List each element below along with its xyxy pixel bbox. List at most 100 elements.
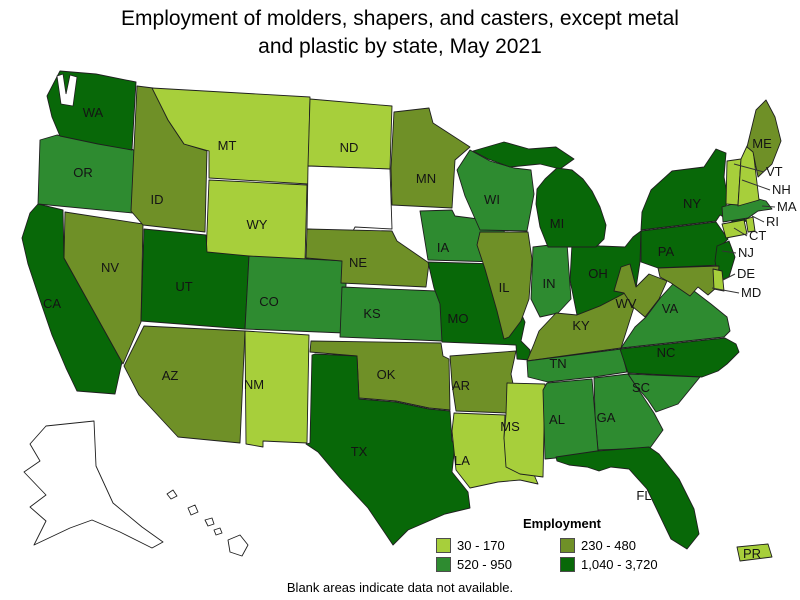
state-label-AL: AL (549, 412, 565, 427)
state-label-CA: CA (43, 296, 61, 311)
state-AZ (123, 325, 246, 444)
state-label-ME: ME (752, 136, 772, 151)
state-label-MI: MI (550, 216, 564, 231)
state-label-ND: ND (340, 140, 359, 155)
state-RI (745, 216, 756, 233)
state-label-PR: PR (743, 546, 761, 561)
state-HI (187, 504, 199, 516)
legend-label-3: 1,040 - 3,720 (581, 557, 658, 572)
leader-line-NH (741, 179, 771, 191)
state-label-VT: VT (766, 164, 783, 179)
state-label-KS: KS (363, 306, 381, 321)
state-DE (712, 268, 725, 292)
puget-sound (56, 73, 78, 107)
state-label-IA: IA (437, 240, 450, 255)
state-label-DE: DE (737, 266, 755, 281)
state-NE (305, 228, 430, 288)
leader-line-MD (711, 287, 740, 294)
state-HI (213, 527, 223, 536)
leader-line-MA (761, 205, 776, 208)
state-label-UT: UT (175, 279, 192, 294)
state-label-WA: WA (83, 105, 104, 120)
state-label-OR: OR (73, 165, 93, 180)
state-MN (390, 107, 471, 209)
legend-label-1: 230 - 480 (581, 538, 636, 553)
state-MI (472, 141, 575, 170)
state-label-IL: IL (499, 280, 510, 295)
state-label-KY: KY (572, 318, 590, 333)
leader-line-VT (733, 163, 765, 173)
state-label-NE: NE (349, 255, 367, 270)
legend: Employment 30 - 170 230 - 480 520 - 950 1,0… (436, 516, 688, 572)
state-label-GA: GA (597, 410, 616, 425)
state-label-MN: MN (416, 171, 436, 186)
state-label-WI: WI (484, 192, 500, 207)
state-IL (476, 231, 533, 340)
legend-title: Employment (522, 516, 601, 531)
state-label-NY: NY (683, 196, 701, 211)
state-NV (63, 211, 144, 365)
legend-label-2: 520 - 950 (457, 557, 512, 572)
state-label-NJ: NJ (738, 245, 754, 260)
legend-items: 30 - 170 230 - 480 520 - 950 1,040 - 3,720 (436, 538, 688, 572)
state-label-TN: TN (549, 356, 566, 371)
legend-item-2: 520 - 950 (436, 557, 554, 572)
legend-swatch-3 (560, 557, 575, 572)
state-label-FL: FL (636, 488, 651, 503)
state-label-MA: MA (777, 199, 797, 214)
state-SD (306, 165, 393, 234)
state-NM (244, 330, 310, 448)
state-label-OK: OK (377, 367, 396, 382)
state-AK (23, 420, 164, 549)
state-label-NV: NV (101, 260, 119, 275)
state-label-WY: WY (247, 217, 268, 232)
state-label-SC: SC (632, 380, 650, 395)
state-VA (620, 283, 731, 349)
legend-swatch-0 (436, 538, 451, 553)
state-ME (746, 99, 782, 178)
state-CT (721, 219, 748, 239)
state-label-MT: MT (218, 138, 237, 153)
state-label-MD: MD (741, 285, 761, 300)
legend-swatch-2 (436, 557, 451, 572)
state-label-RI: RI (766, 214, 779, 229)
map-title: Employment of molders, shapers, and cast… (121, 7, 679, 58)
state-HI (227, 534, 249, 557)
state-HI (166, 489, 178, 500)
legend-item-0: 30 - 170 (436, 538, 554, 553)
state-ND (307, 98, 393, 170)
leader-line-RI (751, 215, 765, 223)
state-label-MS: MS (500, 419, 520, 434)
state-label-TX: TX (351, 444, 368, 459)
legend-swatch-1 (560, 538, 575, 553)
legend-item-3: 1,040 - 3,720 (560, 557, 688, 572)
legend-item-1: 230 - 480 (560, 538, 688, 553)
state-MI (535, 167, 607, 248)
state-label-NC: NC (657, 345, 676, 360)
state-label-MO: MO (448, 311, 469, 326)
state-NC (619, 337, 740, 378)
state-label-WV: WV (616, 296, 637, 311)
state-KS (339, 286, 445, 342)
legend-label-0: 30 - 170 (457, 538, 505, 553)
footnote: Blank areas indicate data not available. (286, 580, 514, 595)
state-label-AR: AR (452, 378, 470, 393)
state-label-IN: IN (543, 276, 556, 291)
leader-line-CT (733, 227, 748, 237)
state-OK (309, 340, 451, 411)
state-label-VA: VA (662, 301, 679, 316)
state-label-NH: NH (772, 182, 791, 197)
state-label-NM: NM (244, 377, 264, 392)
state-label-AZ: AZ (162, 368, 179, 383)
state-HI (204, 517, 215, 527)
state-FL (555, 446, 700, 550)
state-PR (736, 543, 773, 562)
state-label-ID: ID (151, 192, 164, 207)
leader-line-NJ (721, 250, 737, 254)
state-TX (305, 353, 471, 546)
state-label-PA: PA (658, 244, 675, 259)
state-label-CO: CO (259, 294, 279, 309)
state-label-LA: LA (454, 453, 470, 468)
